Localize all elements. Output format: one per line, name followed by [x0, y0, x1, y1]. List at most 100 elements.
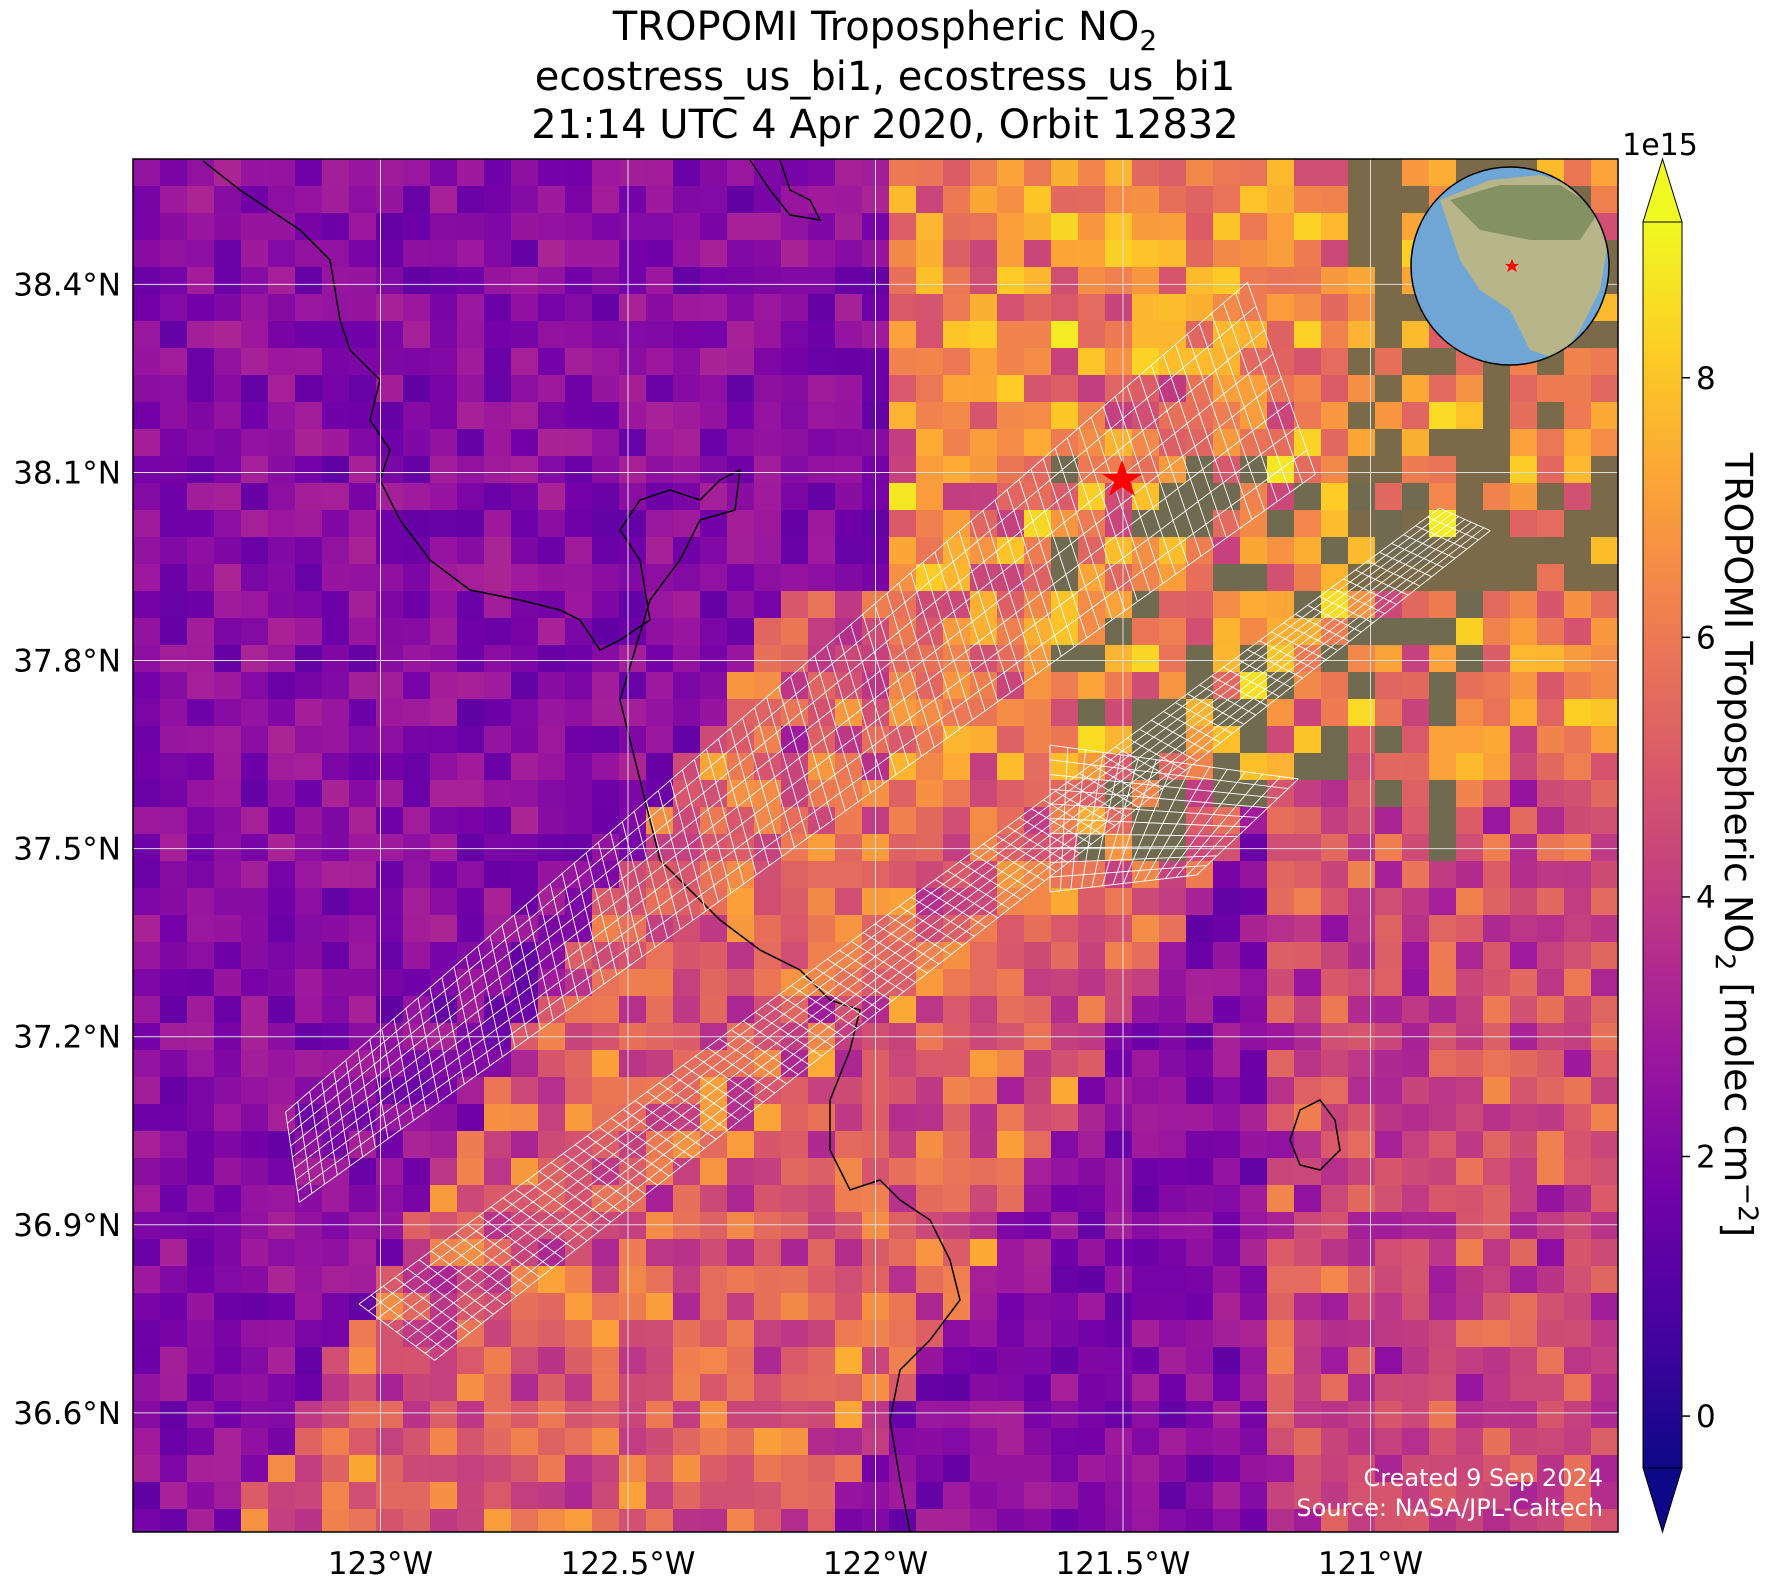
raster-cell: [727, 159, 755, 187]
raster-cell: [1564, 1050, 1592, 1078]
raster-cell: [1105, 1050, 1133, 1078]
raster-cell: [214, 348, 242, 376]
raster-cell: [1240, 969, 1268, 997]
raster-cell: [1159, 159, 1187, 187]
raster-cell: [808, 1428, 836, 1456]
raster-cell: [268, 1320, 296, 1348]
raster-cell: [1591, 402, 1618, 430]
raster-cell: [133, 1266, 161, 1294]
raster-cell: [1024, 888, 1052, 916]
raster-cell: [1267, 1509, 1295, 1532]
raster-cell: [1591, 618, 1618, 646]
raster-cell: [835, 1239, 863, 1267]
raster-cell: [1051, 888, 1079, 916]
raster-cell: [1564, 1320, 1592, 1348]
raster-cell: [1213, 915, 1241, 943]
raster-cell: [349, 1239, 377, 1267]
raster-cell: [241, 159, 269, 187]
raster-cell: [538, 1320, 566, 1348]
raster-cell: [754, 699, 782, 727]
raster-cell: [187, 726, 215, 754]
raster-cell: [1240, 834, 1268, 862]
raster-cell: [1267, 159, 1295, 187]
raster-cell: [619, 456, 647, 484]
raster-cell: [214, 726, 242, 754]
raster-cell: [916, 537, 944, 565]
raster-cell: [700, 942, 728, 970]
raster-cell: [511, 645, 539, 673]
raster-cell: [214, 564, 242, 592]
raster-cell: [781, 1131, 809, 1159]
raster-cell: [1564, 996, 1592, 1024]
raster-cell: [1321, 888, 1349, 916]
raster-cell: [754, 942, 782, 970]
raster-cell: [619, 186, 647, 214]
raster-cell: [1564, 645, 1592, 673]
raster-cell: [1051, 429, 1079, 457]
raster-cell: [646, 942, 674, 970]
raster-cell: [511, 294, 539, 322]
raster-cell: [1051, 1428, 1079, 1456]
raster-cell: [673, 1509, 701, 1532]
raster-cell: [1159, 1428, 1187, 1456]
raster-cell: [1267, 1482, 1295, 1510]
raster-cell: [1240, 618, 1268, 646]
raster-cell: [133, 699, 161, 727]
raster-cell: [565, 807, 593, 835]
raster-cell: [781, 1509, 809, 1532]
raster-cell: [214, 240, 242, 268]
raster-cell: [1186, 159, 1214, 187]
raster-cell: [1294, 1212, 1322, 1240]
raster-cell: [214, 1131, 242, 1159]
raster-cell: [457, 888, 485, 916]
raster-cell: [997, 699, 1025, 727]
raster-cell: [700, 402, 728, 430]
raster-cell: [1564, 402, 1592, 430]
raster-cell: [322, 807, 350, 835]
raster-cell: [1105, 1482, 1133, 1510]
raster-cell: [700, 1455, 728, 1483]
raster-cell: [511, 186, 539, 214]
raster-cell: [1375, 159, 1403, 187]
raster-cell: [565, 1077, 593, 1105]
raster-cell: [133, 942, 161, 970]
raster-cell: [403, 807, 431, 835]
raster-cell: [430, 618, 458, 646]
raster-cell: [781, 267, 809, 295]
raster-cell: [1348, 1266, 1376, 1294]
raster-cell: [1483, 861, 1511, 889]
raster-cell: [1375, 1050, 1403, 1078]
raster-cell: [430, 1347, 458, 1375]
raster-cell: [700, 1158, 728, 1186]
raster-cell: [457, 321, 485, 349]
raster-cell: [1051, 915, 1079, 943]
raster-cell: [835, 780, 863, 808]
raster-cell: [484, 564, 512, 592]
raster-cell: [268, 780, 296, 808]
raster-cell: [727, 699, 755, 727]
raster-cell: [160, 1320, 188, 1348]
raster-cell: [268, 969, 296, 997]
raster-cell: [943, 1428, 971, 1456]
raster-cell: [1240, 1455, 1268, 1483]
raster-cell: [295, 1482, 323, 1510]
raster-cell: [1078, 1104, 1106, 1132]
raster-cell: [1267, 1050, 1295, 1078]
raster-cell: [727, 429, 755, 457]
raster-cell: [1510, 1293, 1538, 1321]
raster-cell: [808, 1374, 836, 1402]
raster-cell: [268, 753, 296, 781]
raster-cell: [835, 213, 863, 241]
raster-cell: [349, 321, 377, 349]
raster-cell: [268, 942, 296, 970]
raster-cell: [1159, 1482, 1187, 1510]
raster-cell: [1456, 699, 1484, 727]
raster-cell: [241, 1077, 269, 1105]
raster-cell: [187, 618, 215, 646]
raster-cell: [187, 1401, 215, 1429]
raster-cell: [457, 591, 485, 619]
raster-cell: [1402, 861, 1430, 889]
raster-cell: [511, 699, 539, 727]
raster-cell: [1078, 1509, 1106, 1532]
raster-cell: [457, 213, 485, 241]
